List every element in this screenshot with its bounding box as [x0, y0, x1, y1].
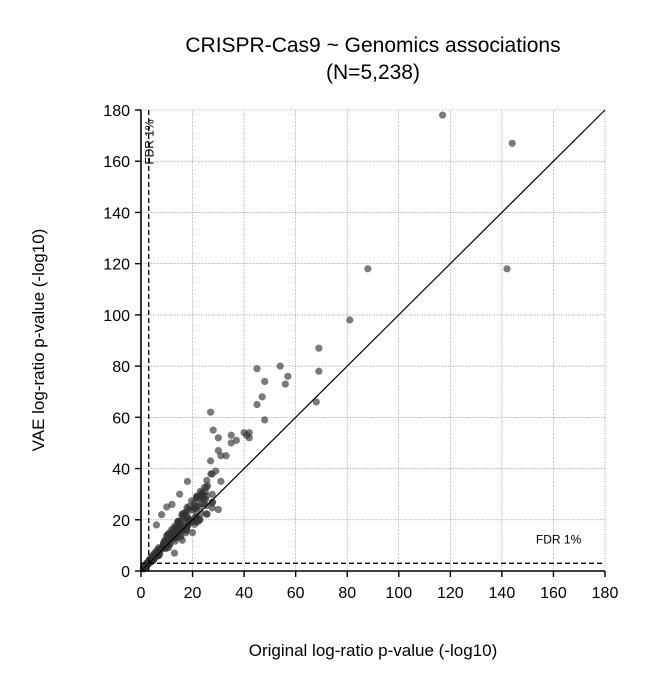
- scatter-point: [212, 467, 220, 475]
- scatter-point: [227, 439, 235, 447]
- scatter-point: [194, 516, 202, 524]
- x-axis-ticks: 0 20 40 60 80 100 120 140 160 180: [137, 571, 619, 602]
- chart-title: CRISPR-Cas9 ~ Genomics associations: [185, 34, 560, 57]
- scatter-point: [207, 408, 215, 416]
- y-tick-label: 0: [121, 564, 130, 581]
- fdr-label-horizontal: FDR 1%: [536, 532, 582, 546]
- scatter-point: [202, 510, 211, 518]
- scatter-point: [184, 515, 192, 523]
- identity-line: [140, 109, 606, 572]
- scatter-point: [276, 362, 284, 370]
- scatter-point: [207, 457, 215, 465]
- scatter-point: [170, 549, 179, 557]
- scatter-point: [200, 483, 209, 491]
- y-axis-ticks: 0 20 40 60 80 100 120 140 160 180: [103, 103, 141, 581]
- scatter-point: [364, 265, 372, 273]
- x-axis-label: Original log-ratio p-value (-log10): [249, 641, 498, 660]
- y-axis-label: VAE log-ratio p-value (-log10): [29, 229, 48, 452]
- scatter-point: [164, 531, 173, 539]
- scatter-point: [208, 499, 216, 507]
- scatter-point: [172, 531, 181, 539]
- scatter-point: [284, 372, 292, 380]
- scatter-point: [346, 316, 354, 324]
- scatter-point: [168, 500, 176, 509]
- scatter-point: [177, 516, 185, 525]
- scatter-point: [312, 398, 320, 406]
- y-tick-label: 160: [103, 154, 130, 171]
- x-tick-label: 180: [592, 585, 619, 602]
- scatter-point: [222, 452, 230, 460]
- scatter-point: [439, 111, 447, 119]
- scatter-point: [208, 490, 216, 498]
- y-tick-label: 140: [103, 205, 130, 222]
- y-tick-label: 60: [112, 410, 130, 427]
- grid-lines: [141, 109, 606, 571]
- y-tick-label: 120: [103, 257, 130, 274]
- y-tick-label: 100: [103, 308, 130, 325]
- x-tick-label: 160: [540, 585, 567, 602]
- scatter-point: [315, 344, 323, 352]
- data-points: [139, 111, 516, 573]
- scatter-point: [258, 393, 266, 401]
- y-tick-label: 20: [112, 513, 130, 530]
- x-tick-label: 80: [338, 585, 356, 602]
- scatter-point: [503, 265, 511, 273]
- scatter-point: [172, 525, 181, 533]
- scatter-point: [214, 434, 222, 442]
- scatter-point: [217, 452, 225, 460]
- scatter-point: [315, 367, 323, 375]
- y-tick-label: 180: [103, 103, 130, 120]
- scatter-point: [158, 511, 166, 519]
- x-tick-label: 60: [287, 585, 305, 602]
- x-tick-label: 120: [437, 585, 464, 602]
- scatter-point: [261, 416, 269, 424]
- x-tick-label: 20: [184, 585, 202, 602]
- scatter-point: [197, 509, 205, 518]
- x-tick-label: 140: [489, 585, 516, 602]
- fdr-label-vertical: FDR 1%: [143, 119, 157, 165]
- y-tick-label: 80: [112, 359, 130, 376]
- chart-subtitle: (N=5,238): [326, 61, 420, 84]
- scatter-point: [214, 505, 222, 514]
- scatter-point: [182, 509, 190, 517]
- scatter-point: [209, 426, 217, 434]
- scatter-point: [155, 544, 163, 552]
- scatter-point: [508, 139, 516, 147]
- scatter-point: [208, 504, 216, 512]
- scatter-point: [188, 506, 196, 514]
- scatter-point: [281, 380, 289, 388]
- scatter-point: [203, 476, 211, 484]
- x-tick-label: 40: [235, 585, 253, 602]
- x-tick-label: 100: [385, 585, 412, 602]
- x-tick-label: 0: [137, 585, 146, 602]
- scatter-point: [183, 477, 191, 485]
- scatter-point: [188, 528, 197, 537]
- scatter-point: [227, 431, 235, 439]
- scatter-point: [182, 529, 190, 537]
- scatter-point: [176, 490, 184, 498]
- scatter-point: [152, 521, 161, 529]
- scatter-point: [253, 365, 261, 373]
- scatter-point: [243, 431, 251, 439]
- scatter-point: [261, 377, 269, 386]
- scatter-point: [201, 495, 210, 503]
- scatter-point: [160, 537, 168, 545]
- scatter-point: [253, 400, 261, 409]
- y-tick-label: 40: [112, 462, 130, 479]
- scatter-point: [178, 536, 186, 544]
- scatter-point: [217, 477, 225, 485]
